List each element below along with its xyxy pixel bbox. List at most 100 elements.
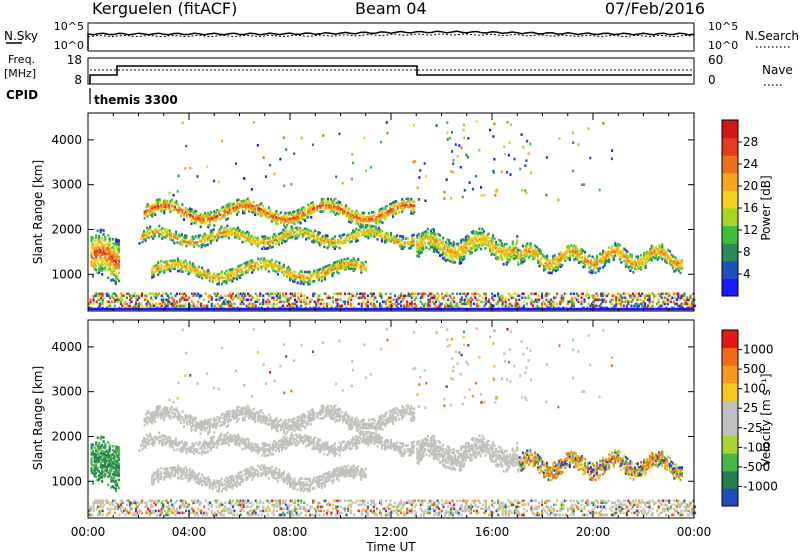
power-cell <box>361 261 364 265</box>
power-cell <box>151 302 154 306</box>
cpid-row: CPID themis 3300 <box>6 88 178 107</box>
power-cell <box>397 302 400 306</box>
power-cell <box>337 263 340 267</box>
power-cell <box>382 236 385 240</box>
power-cell <box>210 304 213 308</box>
power-cell <box>505 261 508 264</box>
velocity-cell <box>260 409 263 412</box>
velocity-cell <box>201 420 204 424</box>
power-cell <box>241 230 244 234</box>
power-cell <box>496 258 499 261</box>
power-cell <box>310 298 313 302</box>
power-cell <box>493 245 496 249</box>
power-cell <box>371 294 374 298</box>
power-cell <box>121 304 124 308</box>
power-cell <box>330 241 334 244</box>
power-cell <box>340 204 343 207</box>
velocity-cell <box>231 416 234 419</box>
power-cell <box>152 271 155 275</box>
power-cell <box>164 203 167 207</box>
power-cell <box>181 264 184 268</box>
power-cell <box>452 162 455 166</box>
power-cell <box>478 245 481 249</box>
power-cell <box>674 302 677 306</box>
velocity-cell <box>232 413 236 416</box>
power-cell <box>598 304 601 308</box>
power-cell <box>393 235 396 238</box>
power-cell <box>135 294 138 298</box>
power-cell <box>114 256 117 259</box>
power-cell <box>203 240 206 244</box>
power-cell <box>113 263 116 267</box>
velocity-cell <box>249 413 252 416</box>
power-cell <box>601 298 604 302</box>
power-cell <box>111 266 114 269</box>
power-cell <box>241 300 244 304</box>
power-cell <box>614 244 617 247</box>
power-cell <box>236 292 239 296</box>
power-cell <box>627 300 630 304</box>
power-cell <box>412 239 415 243</box>
power-cell <box>661 253 664 257</box>
power-cell <box>380 296 383 300</box>
power-cell <box>278 269 281 273</box>
power-cell <box>136 294 139 298</box>
power-cell <box>334 300 338 304</box>
power-cell <box>568 256 571 260</box>
power-cell <box>90 246 93 249</box>
power-cell <box>505 253 508 256</box>
velocity-cell <box>290 426 293 429</box>
power-cell <box>354 211 357 214</box>
power-cell <box>281 304 285 308</box>
power-cell <box>409 246 412 250</box>
power-cell <box>287 221 290 225</box>
power-cell <box>384 205 387 209</box>
power-cell <box>501 256 504 260</box>
velocity-cell <box>217 419 220 422</box>
power-cell <box>406 241 409 244</box>
power-cell <box>471 298 474 302</box>
power-cell <box>453 300 456 304</box>
power-cell <box>553 266 556 270</box>
power-cell <box>276 239 279 243</box>
power-cell <box>362 300 365 304</box>
power-cell <box>284 272 287 276</box>
power-cell <box>281 265 284 268</box>
power-cell <box>390 204 393 207</box>
power-cell <box>501 294 504 298</box>
power-cell <box>545 156 548 159</box>
power-cell <box>237 210 240 214</box>
power-cell <box>523 253 526 257</box>
velocity-cell <box>182 421 186 424</box>
power-cell <box>225 279 228 283</box>
power-cell <box>90 264 93 267</box>
power-cell <box>628 294 632 298</box>
power-cell <box>320 198 323 201</box>
power-cell <box>136 304 139 308</box>
power-cell <box>411 240 414 243</box>
power-cell <box>228 278 231 282</box>
power-cell <box>594 265 597 268</box>
power-cell <box>446 244 449 247</box>
power-cell <box>538 260 541 264</box>
velocity-cell <box>217 417 220 420</box>
velocity-cell <box>151 419 154 423</box>
power-cell <box>151 208 154 212</box>
power-cell <box>280 231 284 235</box>
power-cell <box>652 255 655 259</box>
power-cell <box>234 207 237 211</box>
velocity-cell <box>293 425 296 429</box>
power-cell <box>172 209 175 212</box>
power-cell <box>624 249 627 252</box>
velocity-cell <box>145 416 148 420</box>
power-cell <box>178 211 181 215</box>
power-cell <box>116 275 119 278</box>
power-cell <box>431 235 434 239</box>
power-cell <box>181 292 185 296</box>
power-cell <box>517 260 520 264</box>
power-cell <box>255 242 258 246</box>
velocity-cell <box>164 414 167 418</box>
velocity-cell <box>272 423 275 427</box>
power-cell <box>571 296 574 300</box>
power-cell <box>285 235 288 239</box>
